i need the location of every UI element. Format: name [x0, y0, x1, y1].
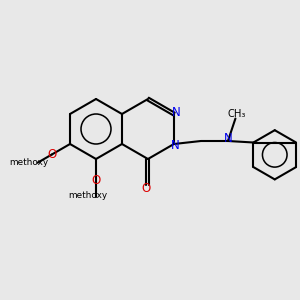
- Text: methoxy: methoxy: [68, 191, 107, 200]
- Text: O: O: [142, 182, 151, 195]
- Text: O: O: [92, 173, 100, 187]
- Text: N: N: [224, 132, 233, 146]
- Text: O: O: [47, 148, 56, 161]
- Text: methoxy: methoxy: [10, 158, 49, 167]
- Text: N: N: [172, 106, 180, 119]
- Text: CH₃: CH₃: [227, 109, 246, 119]
- Text: N: N: [171, 139, 179, 152]
